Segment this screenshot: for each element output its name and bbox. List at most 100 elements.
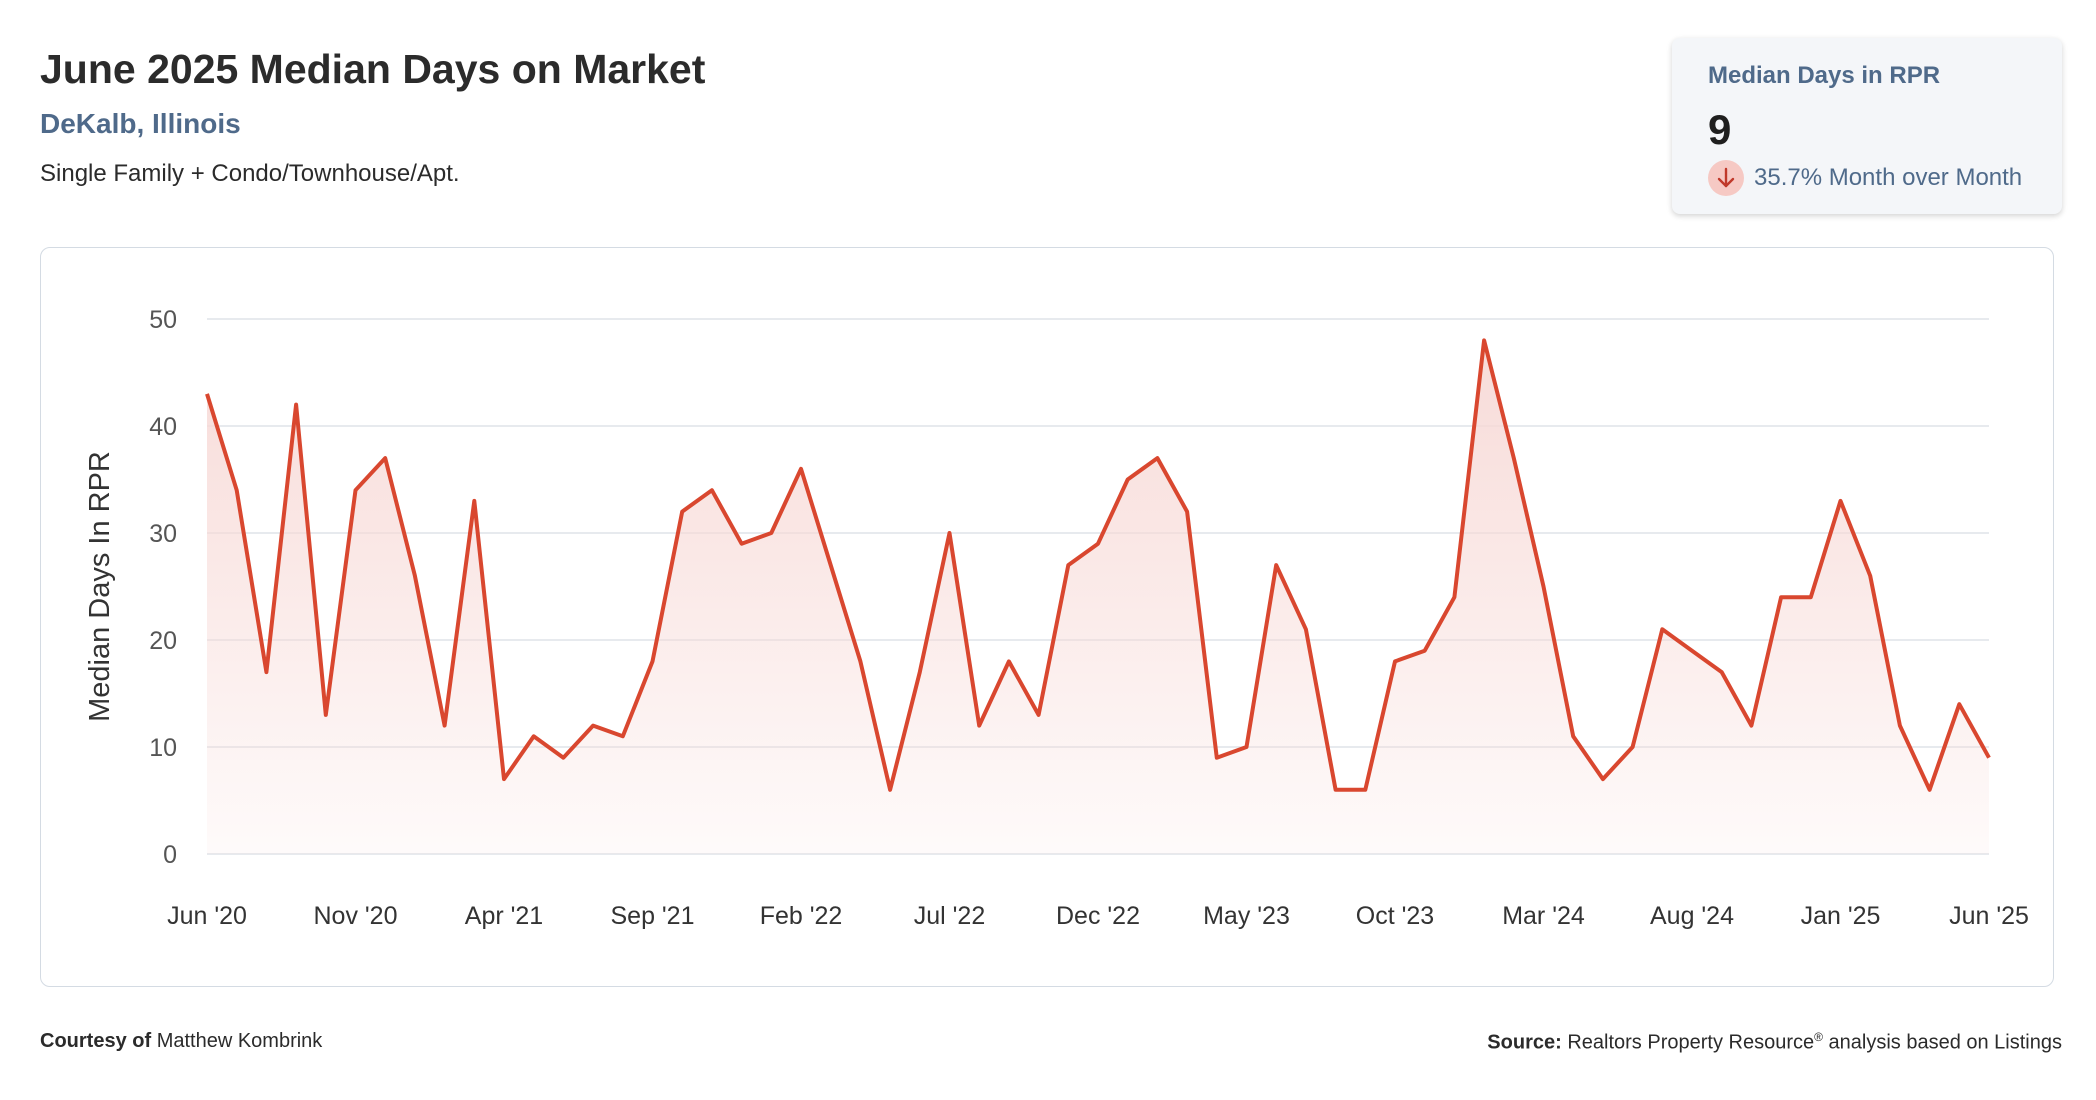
data-point [324, 713, 328, 717]
x-tick-label: Oct '23 [1356, 902, 1434, 930]
stat-value: 9 [1708, 106, 1732, 153]
series-area [207, 340, 1989, 854]
y-tick-label: 40 [149, 413, 177, 441]
data-point [383, 456, 387, 460]
data-point [1423, 649, 1427, 653]
chart-panel: 0 10 20 30 40 50 Median Days In RPR Jun '20 Nov … [40, 247, 2054, 987]
data-point [1304, 627, 1308, 631]
data-point [1007, 659, 1011, 663]
data-point [1215, 756, 1219, 760]
data-point [1482, 338, 1486, 342]
data-point [472, 499, 476, 503]
data-point [829, 563, 833, 567]
days-on-market-chart: 0 10 20 30 40 50 Median Days In RPR Jun '20 Nov … [84, 306, 2029, 930]
x-tick-label: Jun '20 [167, 902, 247, 930]
x-tick-label: May '23 [1203, 902, 1290, 930]
data-point [1690, 649, 1694, 653]
data-point [1155, 456, 1159, 460]
data-point [1928, 788, 1932, 792]
courtesy-label: Courtesy of [40, 1030, 152, 1052]
arrow-down-icon [1708, 160, 1744, 196]
source-line: Source: Realtors Property Resource® anal… [1487, 1030, 2062, 1055]
data-point [977, 724, 981, 728]
data-point [740, 542, 744, 546]
data-point [1185, 510, 1189, 514]
x-tick-label: Aug '24 [1650, 902, 1734, 930]
stat-change: 35.7% Month over Month [1708, 160, 2022, 196]
data-point [354, 488, 358, 492]
data-point [443, 724, 447, 728]
data-point [621, 734, 625, 738]
property-type-label: Single Family + Condo/Townhouse/Apt. [40, 160, 460, 187]
data-point [1809, 595, 1813, 599]
data-point [205, 392, 209, 396]
data-point [1512, 456, 1516, 460]
data-point [1334, 788, 1338, 792]
stat-change-text: 35.7% Month over Month [1754, 164, 2023, 191]
x-tick-label: Jul '22 [914, 902, 985, 930]
data-point [1274, 563, 1278, 567]
median-days-card: Median Days in RPR 9 35.7% Month over Mo… [1672, 38, 2062, 214]
x-tick-label: Sep '21 [610, 902, 694, 930]
x-tick-label: Dec '22 [1056, 902, 1140, 930]
y-tick-label: 10 [149, 734, 177, 762]
data-point [1660, 627, 1664, 631]
data-point [1066, 563, 1070, 567]
data-point [294, 403, 298, 407]
data-point [1987, 756, 1991, 760]
courtesy-line: Courtesy of Matthew Kombrink [40, 1030, 322, 1053]
data-point [1868, 574, 1872, 578]
stat-label: Median Days in RPR [1708, 62, 1941, 89]
data-point [1393, 659, 1397, 663]
location-label: DeKalb, Illinois [40, 108, 241, 139]
source-text-2: analysis based on Listings [1822, 1031, 2063, 1054]
data-point [264, 670, 268, 674]
source-label: Source: [1487, 1031, 1562, 1054]
data-point [799, 467, 803, 471]
data-point [413, 574, 417, 578]
data-point [1096, 542, 1100, 546]
data-point [1363, 788, 1367, 792]
data-point [1601, 777, 1605, 781]
data-point [502, 777, 506, 781]
data-point [1245, 745, 1249, 749]
data-point [1631, 745, 1635, 749]
data-point [1126, 478, 1130, 482]
data-point [1037, 713, 1041, 717]
data-point [769, 531, 773, 535]
registered-mark: ® [1814, 1030, 1823, 1044]
data-point [532, 734, 536, 738]
y-tick-label: 30 [149, 520, 177, 548]
x-tick-label: Feb '22 [760, 902, 843, 930]
x-tick-label: Jan '25 [1801, 902, 1881, 930]
x-tick-label: Apr '21 [465, 902, 543, 930]
data-point [1779, 595, 1783, 599]
data-point [918, 670, 922, 674]
data-point [680, 510, 684, 514]
y-tick-label: 50 [149, 306, 177, 334]
x-tick-label: Nov '20 [314, 902, 398, 930]
data-point [1452, 595, 1456, 599]
data-point [591, 724, 595, 728]
page-title: June 2025 Median Days on Market [40, 46, 706, 92]
data-point [1542, 585, 1546, 589]
data-point [710, 488, 714, 492]
data-point [1720, 670, 1724, 674]
series-line [205, 338, 1991, 792]
data-point [1571, 734, 1575, 738]
y-axis-label: Median Days In RPR [84, 451, 116, 722]
data-point [561, 756, 565, 760]
data-point [1957, 702, 1961, 706]
data-point [1749, 724, 1753, 728]
data-point [1898, 724, 1902, 728]
data-point [651, 659, 655, 663]
data-point [858, 659, 862, 663]
x-tick-label: Mar '24 [1502, 902, 1585, 930]
data-point [1839, 499, 1843, 503]
y-tick-label: 20 [149, 627, 177, 655]
data-point [235, 488, 239, 492]
source-text-1: Realtors Property Resource [1567, 1031, 1815, 1054]
x-tick-label: Jun '25 [1949, 902, 2029, 930]
y-tick-label: 0 [163, 841, 177, 869]
data-point [888, 788, 892, 792]
